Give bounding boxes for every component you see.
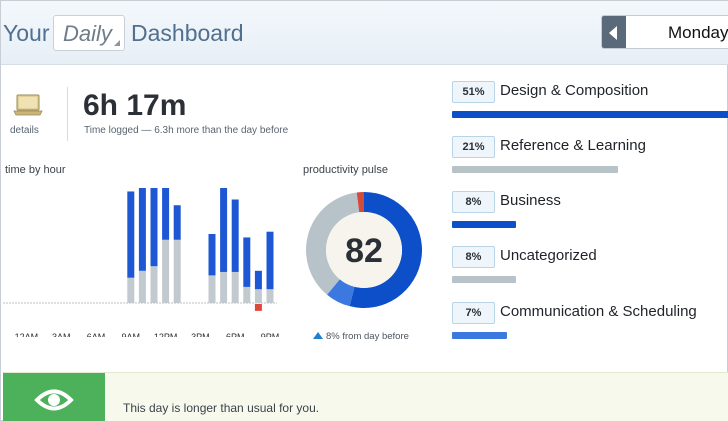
hour-bar-segment[interactable] bbox=[173, 205, 181, 240]
hour-bar-segment[interactable] bbox=[173, 239, 181, 303]
x-tick-label: 6PM bbox=[226, 332, 245, 337]
category-bar bbox=[452, 221, 516, 228]
arrow-up-icon bbox=[313, 332, 323, 339]
x-tick-label: 6AM bbox=[87, 332, 106, 337]
chevron-left-icon bbox=[609, 26, 617, 40]
pulse-segment bbox=[327, 279, 355, 307]
x-tick-label: 3PM bbox=[191, 332, 210, 337]
summary-divider bbox=[67, 87, 68, 141]
category-row[interactable]: 8% Uncategorized bbox=[452, 246, 728, 292]
pulse-segment bbox=[356, 192, 364, 213]
category-name: Communication & Scheduling bbox=[500, 303, 697, 320]
category-bar bbox=[452, 276, 516, 283]
hour-bar-segment[interactable] bbox=[231, 271, 239, 303]
x-tick-label: 9PM bbox=[261, 332, 280, 337]
banner-icon-panel bbox=[3, 373, 105, 421]
category-percent: 7% bbox=[452, 302, 495, 324]
insight-banner: This day is longer than usual for you. bbox=[3, 372, 728, 421]
title-suffix: Dashboard bbox=[131, 20, 244, 46]
x-tick-label: 12AM bbox=[15, 332, 39, 337]
hour-bar-segment[interactable] bbox=[150, 266, 158, 303]
category-percent: 51% bbox=[452, 81, 495, 103]
date-picker[interactable]: Monday, bbox=[601, 15, 728, 49]
category-name: Uncategorized bbox=[500, 247, 597, 264]
category-bar bbox=[452, 332, 508, 339]
pulse-change: 8% from day before bbox=[313, 331, 409, 342]
hour-bar-segment[interactable] bbox=[220, 188, 228, 272]
hour-bar-segment[interactable] bbox=[127, 191, 135, 278]
previous-day-button[interactable] bbox=[602, 16, 626, 48]
x-tick-label: 9AM bbox=[122, 332, 141, 337]
pulse-title: productivity pulse bbox=[303, 164, 388, 176]
hour-bar-segment[interactable] bbox=[208, 234, 216, 276]
details-link[interactable]: details bbox=[10, 125, 39, 136]
hour-bar-segment[interactable] bbox=[254, 270, 262, 290]
pulse-score: 82 bbox=[345, 232, 383, 270]
title-prefix: Your bbox=[3, 20, 50, 46]
time-by-hour-chart: 12AM 3AM 6AM 9AM 12PM 3PM 6PM 9PM bbox=[3, 188, 280, 337]
hour-bar-segment[interactable] bbox=[266, 289, 274, 303]
banner-message: This day is longer than usual for you. bbox=[123, 401, 320, 415]
hour-bar-segment[interactable] bbox=[162, 188, 170, 240]
category-bar bbox=[452, 166, 619, 173]
laptop-icon[interactable] bbox=[13, 93, 43, 117]
hour-bar-segment[interactable] bbox=[231, 199, 239, 272]
category-name: Design & Composition bbox=[500, 82, 649, 99]
chevron-down-icon bbox=[114, 40, 120, 46]
total-time-subtitle: Time logged — 6.3h more than the day bef… bbox=[84, 125, 289, 136]
hour-bar-segment[interactable] bbox=[138, 188, 146, 271]
productivity-pulse-donut: 82 bbox=[306, 192, 422, 308]
total-time: 6h 17m bbox=[83, 89, 187, 122]
hour-bar-segment[interactable] bbox=[254, 289, 262, 303]
range-select-value: Daily bbox=[63, 21, 112, 46]
x-tick-label: 3AM bbox=[52, 332, 71, 337]
hour-bar-segment[interactable] bbox=[243, 286, 251, 303]
hour-bar-segment[interactable] bbox=[162, 239, 170, 303]
pulse-segment bbox=[349, 192, 422, 308]
range-select[interactable]: Daily bbox=[53, 15, 125, 51]
hour-bar-negative[interactable] bbox=[254, 304, 262, 311]
category-bar bbox=[452, 111, 728, 118]
hour-bar-segment[interactable] bbox=[266, 231, 274, 290]
category-name: Reference & Learning bbox=[500, 137, 646, 154]
hour-bar-segment[interactable] bbox=[220, 271, 228, 303]
pulse-segment bbox=[306, 192, 360, 295]
hour-bar-segment[interactable] bbox=[138, 270, 146, 303]
x-tick-label: 12PM bbox=[154, 332, 178, 337]
category-row[interactable]: 21% Reference & Learning bbox=[452, 136, 728, 182]
category-row[interactable]: 8% Business bbox=[452, 191, 728, 237]
eye-icon bbox=[34, 389, 74, 411]
header-bar: Your Daily Dashboard Monday, bbox=[1, 1, 728, 65]
hour-bar-segment[interactable] bbox=[127, 277, 135, 303]
date-label: Monday, bbox=[668, 23, 728, 42]
category-row[interactable]: 7% Communication & Scheduling bbox=[452, 302, 728, 348]
category-percent: 8% bbox=[452, 246, 495, 268]
hour-bar-segment[interactable] bbox=[150, 188, 158, 267]
chart-title: time by hour bbox=[5, 164, 66, 176]
pulse-change-text: 8% from day before bbox=[326, 331, 409, 342]
category-percent: 21% bbox=[452, 136, 495, 158]
hour-bar-segment[interactable] bbox=[243, 237, 251, 287]
hour-bar-segment[interactable] bbox=[208, 275, 216, 303]
category-name: Business bbox=[500, 192, 561, 209]
category-row[interactable]: 51% Design & Composition bbox=[452, 81, 728, 127]
pulse-center bbox=[326, 212, 402, 288]
category-percent: 8% bbox=[452, 191, 495, 213]
